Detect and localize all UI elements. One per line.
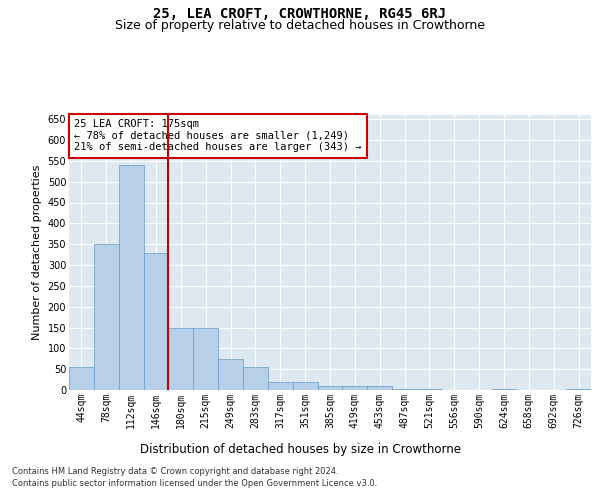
Bar (566, 389, 591, 390)
Bar (343, 386, 367, 390)
Bar (119, 165, 143, 390)
Bar (69, 367, 94, 390)
Text: 25 LEA CROFT: 175sqm
← 78% of detached houses are smaller (1,249)
21% of semi-de: 25 LEA CROFT: 175sqm ← 78% of detached h… (74, 119, 362, 152)
Text: Contains HM Land Registry data © Crown copyright and database right 2024.: Contains HM Land Registry data © Crown c… (12, 468, 338, 476)
Text: Distribution of detached houses by size in Crowthorne: Distribution of detached houses by size … (139, 442, 461, 456)
Bar (392, 389, 417, 390)
Bar (367, 386, 392, 390)
Bar (143, 252, 169, 390)
Bar (243, 367, 268, 390)
Y-axis label: Number of detached properties: Number of detached properties (32, 165, 42, 340)
Bar (417, 389, 442, 390)
Bar (169, 328, 193, 390)
Bar (491, 389, 517, 390)
Bar (193, 328, 218, 390)
Text: 25, LEA CROFT, CROWTHORNE, RG45 6RJ: 25, LEA CROFT, CROWTHORNE, RG45 6RJ (154, 8, 446, 22)
Text: Contains public sector information licensed under the Open Government Licence v3: Contains public sector information licen… (12, 479, 377, 488)
Bar (293, 382, 317, 390)
Bar (94, 244, 119, 390)
Text: Size of property relative to detached houses in Crowthorne: Size of property relative to detached ho… (115, 19, 485, 32)
Bar (218, 359, 243, 390)
Bar (317, 386, 343, 390)
Bar (268, 382, 293, 390)
